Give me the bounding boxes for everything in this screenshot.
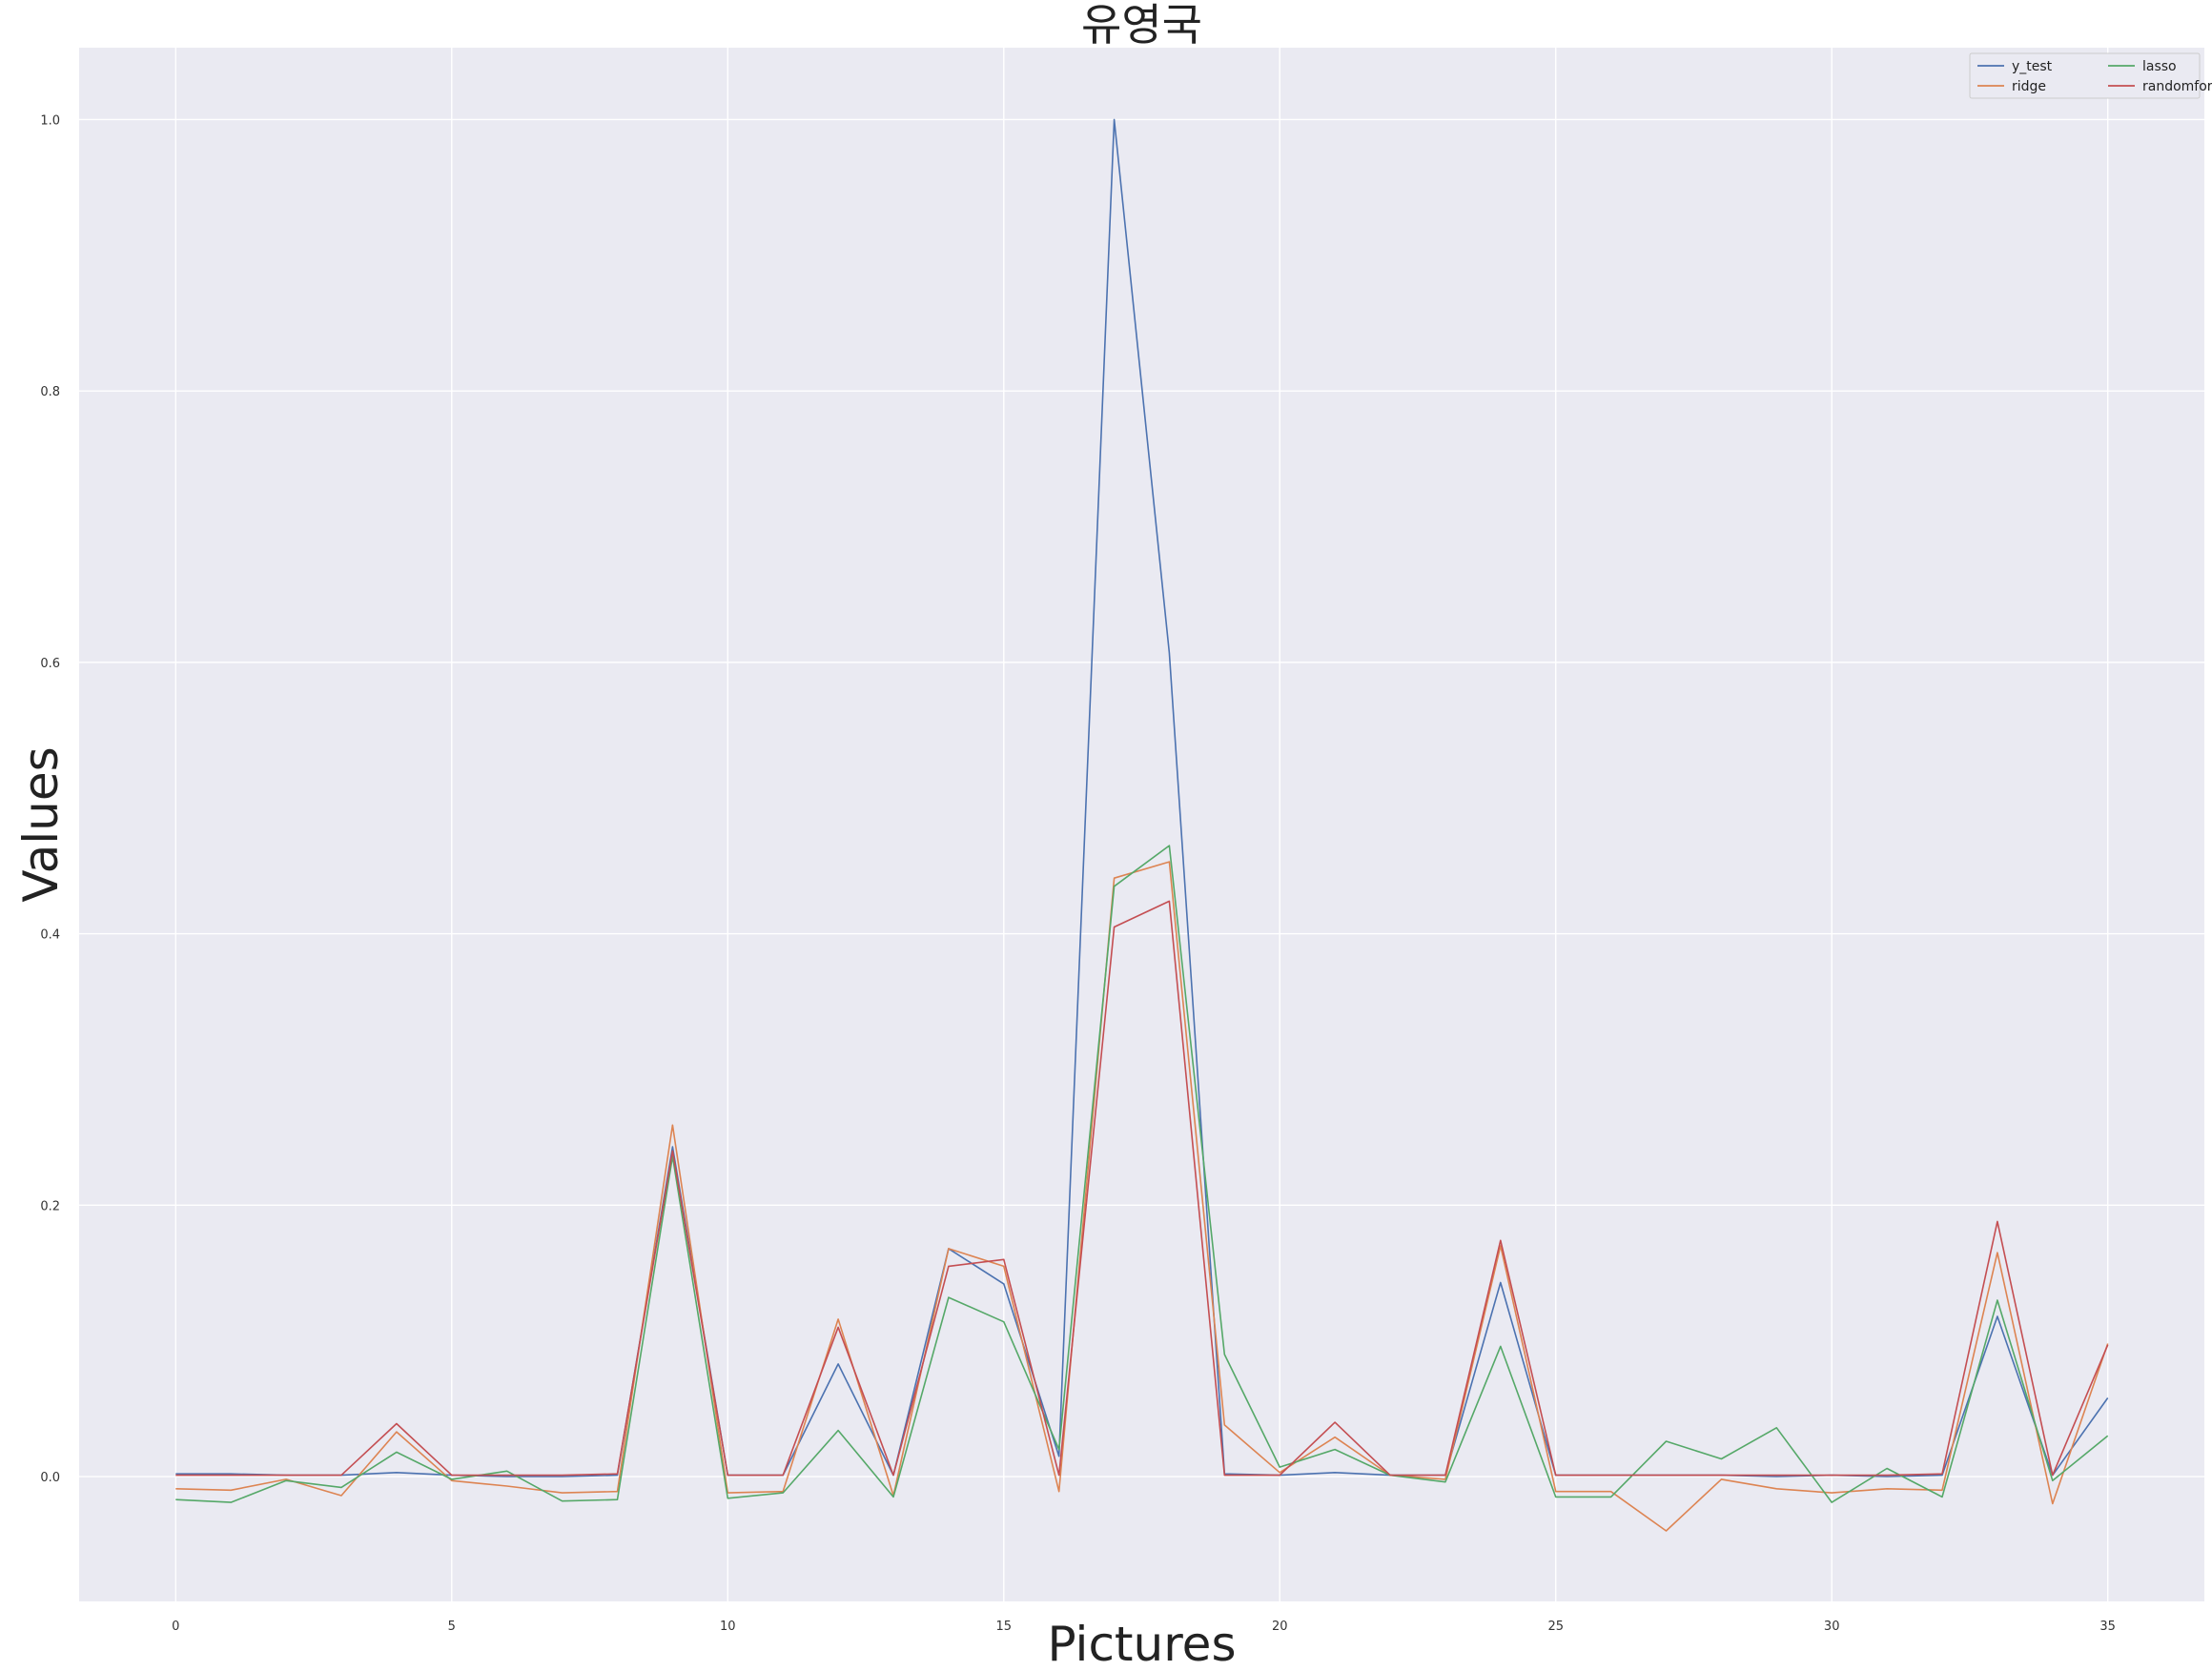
y-tick-label: 1.0 — [40, 113, 60, 128]
grid-lines — [79, 48, 2204, 1601]
series-line-ridge — [175, 861, 2109, 1532]
tick-labels: 0 5 10 15 20 25 30 35 0.0 0.2 0.4 0.6 0.8 1.0 — [40, 113, 2116, 1634]
x-tick-label: 25 — [1547, 1620, 1564, 1634]
legend-box — [1969, 52, 2201, 99]
x-tick-label: 15 — [995, 1620, 1012, 1634]
legend-label-lasso: lasso — [2142, 59, 2177, 74]
x-tick-label: 20 — [1272, 1620, 1288, 1634]
x-tick-label: 10 — [720, 1620, 736, 1634]
series-lines — [175, 118, 2109, 1532]
x-tick-label: 30 — [1824, 1620, 1840, 1634]
x-tick-label: 0 — [172, 1620, 179, 1634]
y-tick-label: 0.0 — [40, 1471, 60, 1485]
y-tick-label: 0.8 — [40, 385, 60, 399]
series-line-y_test — [175, 118, 2109, 1477]
legend-label-y_test: y_test — [2012, 59, 2053, 74]
series-line-randomforest — [175, 900, 2109, 1477]
series-line-lasso — [175, 845, 2109, 1503]
y-tick-label: 0.4 — [40, 928, 60, 943]
y-tick-label: 0.2 — [40, 1199, 60, 1213]
x-tick-label: 5 — [448, 1620, 456, 1634]
legend-label-ridge: ridge — [2012, 79, 2046, 94]
x-tick-label: 35 — [2099, 1620, 2116, 1634]
plot-area — [79, 48, 2204, 1601]
chart-title: 유영국 — [1081, 0, 1202, 51]
x-axis-title: Pictures — [1048, 1617, 1237, 1671]
legend-label-randomforest: randomforest — [2142, 79, 2212, 94]
y-tick-label: 0.6 — [40, 657, 60, 671]
y-axis-title: Values — [13, 746, 69, 902]
